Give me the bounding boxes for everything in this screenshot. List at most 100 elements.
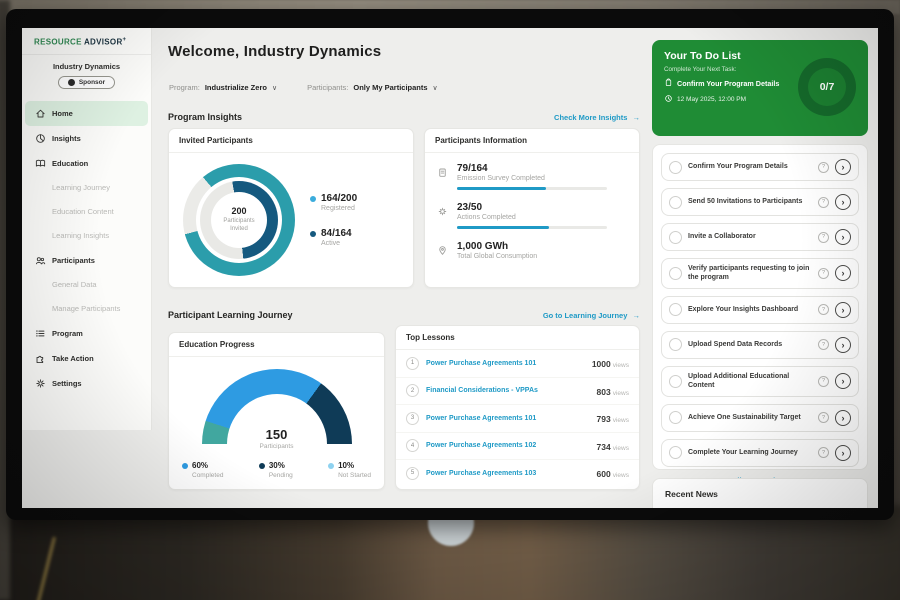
chevron-down-icon: ∨ — [433, 84, 438, 92]
org-name: Industry Dynamics — [26, 62, 147, 71]
task-checkbox[interactable] — [669, 196, 682, 209]
task-checkbox[interactable] — [669, 411, 682, 424]
top-lessons-card: Top Lessons 1 Power Purchase Agreements … — [395, 325, 640, 490]
gauge-center-label: Participants — [202, 443, 352, 449]
check-more-insights-link[interactable]: Check More Insights → — [554, 113, 640, 122]
task-checkbox[interactable] — [669, 161, 682, 174]
sidebar-item-manage-participants[interactable]: Manage Participants — [25, 297, 148, 321]
photo-background: RESOURCE ADVISOR+ Industry Dynamics Spon… — [0, 0, 900, 600]
help-icon[interactable]: ? — [818, 339, 829, 350]
page-title: Welcome, Industry Dynamics — [168, 43, 381, 60]
logo-plus: + — [123, 37, 127, 43]
sidebar-item-label: Learning Journey — [52, 183, 110, 192]
task-row-achieve-target[interactable]: Achieve One Sustainability Target ? › — [661, 404, 859, 432]
task-row-complete-learning-journey[interactable]: Complete Your Learning Journey ? › — [661, 439, 859, 467]
consumption-pin-icon — [437, 241, 449, 265]
legend-item: 10% Not Started — [328, 461, 371, 479]
donut-legend: 164/200 Registered 84/164 Active — [310, 193, 357, 247]
help-icon[interactable]: ? — [818, 412, 829, 423]
chevron-right-button[interactable]: › — [835, 194, 851, 210]
task-label: Send 50 Invitations to Participants — [688, 197, 812, 206]
task-checkbox[interactable] — [669, 267, 682, 280]
lesson-rank: 4 — [406, 439, 419, 452]
list-icon — [35, 328, 46, 339]
recent-news-card: Recent News — [652, 478, 868, 508]
card-title: Invited Participants — [169, 129, 413, 153]
sidebar-item-general-data[interactable]: General Data — [25, 273, 148, 297]
task-row-confirm-program[interactable]: Confirm Your Program Details ? › — [661, 153, 859, 181]
chevron-right-button[interactable]: › — [835, 229, 851, 245]
legend-item: 164/200 Registered — [310, 193, 357, 212]
chevron-right-button[interactable]: › — [835, 159, 851, 175]
learning-journey-header: Participant Learning Journey Go to Learn… — [168, 310, 640, 320]
survey-icon — [437, 163, 449, 190]
legend-item: 30% Pending — [259, 461, 293, 479]
task-row-invite-collaborator[interactable]: Invite a Collaborator ? › — [661, 223, 859, 251]
lesson-link[interactable]: Power Purchase Agreements 101 — [426, 415, 590, 422]
help-icon[interactable]: ? — [818, 197, 829, 208]
lesson-rank: 2 — [406, 384, 419, 397]
task-row-upload-spend-data[interactable]: Upload Spend Data Records ? › — [661, 331, 859, 359]
go-to-learning-journey-link[interactable]: Go to Learning Journey → — [543, 311, 640, 320]
lesson-link[interactable]: Financial Considerations - VPPAs — [426, 387, 590, 394]
task-checkbox[interactable] — [669, 375, 682, 388]
sidebar-item-learning-insights[interactable]: Learning Insights — [25, 224, 148, 248]
monitor-bezel: RESOURCE ADVISOR+ Industry Dynamics Spon… — [6, 9, 894, 520]
sidebar: RESOURCE ADVISOR+ Industry Dynamics Spon… — [22, 28, 152, 430]
task-checkbox[interactable] — [669, 446, 682, 459]
lesson-link[interactable]: Power Purchase Agreements 102 — [426, 442, 590, 449]
arrow-right-icon: → — [633, 311, 641, 320]
participants-dropdown[interactable]: Participants: Only My Participants ∨ — [307, 83, 438, 92]
sidebar-item-take-action[interactable]: Take Action — [25, 346, 148, 371]
legend-dot — [328, 463, 334, 469]
sidebar-item-education[interactable]: Education — [25, 151, 148, 176]
sponsor-label: Sponsor — [79, 79, 105, 86]
logo-resource: RESOURCE — [34, 38, 82, 47]
chevron-right-button[interactable]: › — [835, 373, 851, 389]
sponsor-badge[interactable]: Sponsor — [58, 76, 115, 89]
gauge-center: 150 Participants — [202, 427, 352, 449]
legend-label: Active — [321, 240, 352, 247]
logo-advisor: ADVISOR — [84, 38, 123, 47]
views-suffix: views — [613, 417, 629, 424]
task-row-send-invitations[interactable]: Send 50 Invitations to Participants ? › — [661, 188, 859, 216]
chevron-right-button[interactable]: › — [835, 410, 851, 426]
sidebar-item-program[interactable]: Program — [25, 321, 148, 346]
help-icon[interactable]: ? — [818, 304, 829, 315]
sidebar-item-participants[interactable]: Participants — [25, 248, 148, 273]
help-icon[interactable]: ? — [818, 268, 829, 279]
lesson-link[interactable]: Power Purchase Agreements 101 — [426, 360, 585, 367]
chevron-right-button[interactable]: › — [835, 302, 851, 318]
sidebar-item-settings[interactable]: Settings — [25, 371, 148, 396]
help-icon[interactable]: ? — [818, 376, 829, 387]
task-checkbox[interactable] — [669, 338, 682, 351]
help-icon[interactable]: ? — [818, 162, 829, 173]
people-icon — [35, 255, 46, 266]
sidebar-item-education-content[interactable]: Education Content — [25, 200, 148, 224]
participants-stats: 79/164 Emission Survey Completed 23/50 A… — [425, 153, 639, 287]
task-row-verify-participants[interactable]: Verify participants requesting to join t… — [661, 258, 859, 289]
sidebar-item-home[interactable]: Home — [25, 101, 148, 126]
chevron-right-button[interactable]: › — [835, 445, 851, 461]
task-checkbox[interactable] — [669, 303, 682, 316]
lesson-link[interactable]: Power Purchase Agreements 103 — [426, 470, 590, 477]
help-icon[interactable]: ? — [818, 447, 829, 458]
stat-row: 23/50 Actions Completed — [437, 202, 627, 229]
donut-center-value: 200 — [231, 206, 246, 216]
legend-item: 60% Completed — [182, 461, 223, 479]
org-block: Industry Dynamics Sponsor — [22, 55, 151, 99]
sidebar-item-insights[interactable]: Insights — [25, 126, 148, 151]
help-icon[interactable]: ? — [818, 232, 829, 243]
insights-icon — [35, 133, 46, 144]
sidebar-item-label: Manage Participants — [52, 304, 120, 313]
program-dropdown[interactable]: Program: Industrialize Zero ∨ — [169, 83, 277, 92]
chevron-right-button[interactable]: › — [835, 337, 851, 353]
lesson-views: 1000 — [592, 359, 611, 369]
todo-progress-ring: 0/7 — [798, 58, 856, 116]
chevron-right-button[interactable]: › — [835, 265, 851, 281]
task-row-explore-insights[interactable]: Explore Your Insights Dashboard ? › — [661, 296, 859, 324]
task-checkbox[interactable] — [669, 231, 682, 244]
sidebar-item-learning-journey[interactable]: Learning Journey — [25, 176, 148, 200]
task-row-upload-educational-content[interactable]: Upload Additional Educational Content ? … — [661, 366, 859, 397]
sidebar-item-label: Settings — [52, 379, 82, 388]
